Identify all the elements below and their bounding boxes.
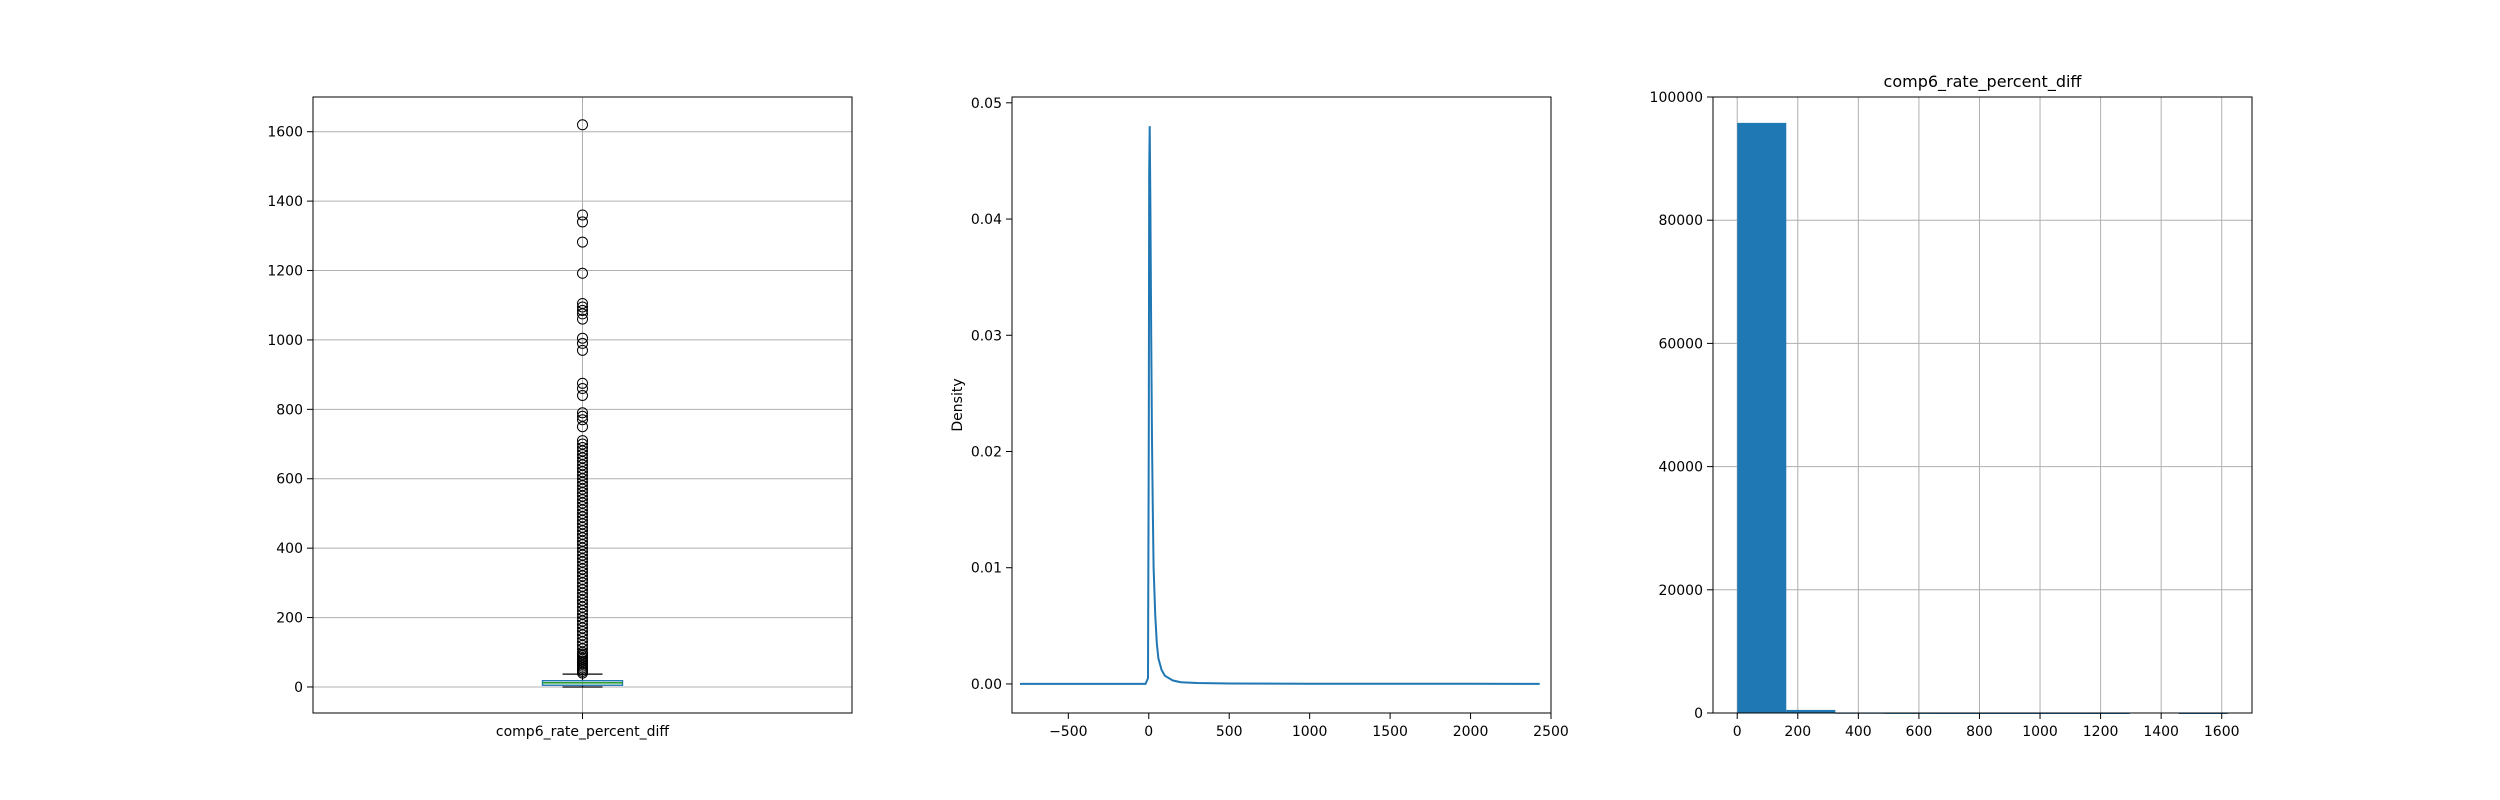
y-tick-label: 0.05	[971, 96, 1002, 112]
outlier-point	[577, 267, 588, 279]
y-tick-label: 100000	[1650, 90, 1703, 106]
outlier-point	[577, 236, 588, 248]
x-tick-label: 1600	[2204, 724, 2240, 740]
y-tick-label: 0	[294, 680, 303, 696]
y-tick-label: 600	[276, 472, 303, 488]
y-tick-label: 200	[276, 611, 303, 627]
outlier-point	[577, 414, 588, 426]
x-tick-label: 1200	[2083, 724, 2119, 740]
y-axis-label: Density	[950, 378, 966, 431]
outlier-point	[577, 377, 588, 389]
outlier-point	[577, 301, 588, 313]
outlier-point	[577, 119, 588, 131]
boxplot-panel: 0 200 400 600 800 1000 1200 1400 1600 comp6_rate_…	[267, 96, 853, 740]
x-tick-label: 800	[1966, 724, 1993, 740]
y-tick-label: 1000	[267, 333, 303, 349]
y-tick-label: 0.02	[971, 444, 1002, 460]
y-tick-label: 0.01	[971, 561, 1002, 577]
histogram-bar	[1786, 709, 1836, 713]
outlier-point	[577, 308, 588, 320]
plot-frame	[1011, 96, 1552, 714]
y-tick-label: 60000	[1658, 336, 1703, 352]
y-tick-label: 0.00	[971, 677, 1002, 693]
outlier-point	[577, 337, 588, 349]
x-category-label: comp6_rate_percent_diff	[496, 724, 670, 740]
y-tick-label: 80000	[1658, 213, 1703, 229]
y-tick-label: 1600	[267, 125, 303, 141]
outlier-point	[577, 313, 588, 325]
outlier-point	[577, 389, 588, 401]
y-tick-label: 1400	[267, 194, 303, 210]
x-tick-label: 0	[1733, 724, 1742, 740]
outlier-point	[577, 332, 588, 344]
x-tick-label: 1000	[1292, 724, 1328, 740]
outlier-point	[577, 421, 588, 433]
y-tick-label: 20000	[1658, 583, 1703, 599]
x-tick-label: 500	[1216, 724, 1243, 740]
x-tick-label: 1500	[1372, 724, 1408, 740]
outlier-point	[577, 209, 588, 221]
outlier-point	[577, 304, 588, 316]
x-tick-label: 1400	[2143, 724, 2179, 740]
density-line	[1020, 126, 1540, 685]
x-tick-label: 200	[1784, 724, 1811, 740]
density-panel: 0.00 0.01 0.02 0.03 0.04 0.05 −500 0 500 1000 1500…	[950, 96, 1569, 740]
x-tick-label: −500	[1049, 724, 1087, 740]
y-tick-label: 800	[276, 402, 303, 418]
plot-frame	[1712, 96, 2253, 714]
y-tick-label: 1200	[267, 264, 303, 280]
histogram-bar	[1737, 122, 1787, 713]
x-tick-label: 2500	[1533, 724, 1569, 740]
chart-title: comp6_rate_percent_diff	[1884, 72, 2083, 92]
x-tick-label: 1000	[2022, 724, 2058, 740]
y-tick-label: 0.03	[971, 328, 1002, 344]
x-tick-label: 0	[1144, 724, 1153, 740]
x-tick-label: 2000	[1453, 724, 1489, 740]
outlier-point	[577, 383, 588, 395]
y-tick-label: 0	[1694, 706, 1703, 722]
outlier-point	[577, 344, 588, 356]
y-tick-label: 400	[276, 541, 303, 557]
x-tick-label: 400	[1845, 724, 1872, 740]
x-tick-label: 600	[1906, 724, 1933, 740]
histogram-panel: 0 20000 40000 60000 80000 100000 0 200 400 600 800…	[1650, 72, 2253, 740]
outlier-point	[577, 667, 588, 679]
outlier-point	[577, 216, 588, 228]
y-tick-label: 0.04	[971, 212, 1002, 228]
outlier-point	[577, 407, 588, 419]
y-tick-label: 40000	[1658, 460, 1703, 476]
